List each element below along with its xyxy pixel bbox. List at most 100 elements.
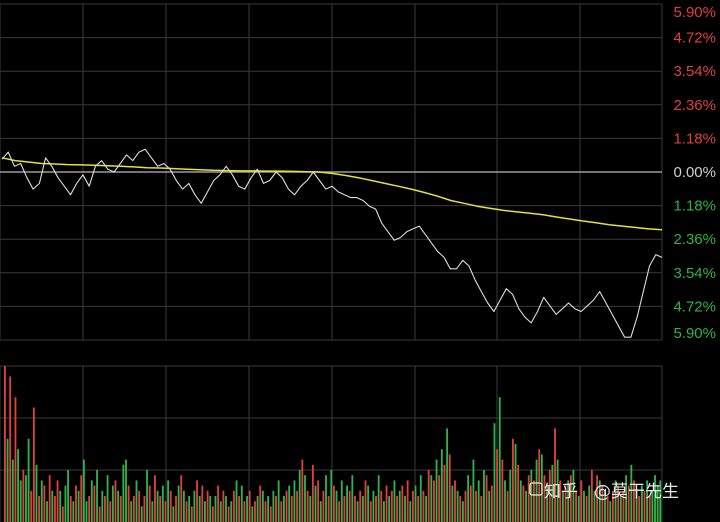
volume-bar xyxy=(561,490,564,522)
volume-bar xyxy=(564,485,567,522)
volume-bar xyxy=(198,496,201,522)
volume-bar xyxy=(167,480,170,522)
volume-bar xyxy=(248,490,251,522)
average-price-line xyxy=(1,157,663,231)
volume-bar xyxy=(404,496,406,522)
volume-bar xyxy=(22,470,25,522)
volume-bar xyxy=(296,490,298,522)
volume-bar xyxy=(598,480,601,522)
volume-bar xyxy=(104,496,106,522)
volume-bar xyxy=(256,496,259,522)
volume-bar xyxy=(48,475,51,522)
volume-bar xyxy=(46,501,48,522)
volume-bar xyxy=(51,490,54,522)
volume-bar xyxy=(59,490,62,522)
volume-bar xyxy=(335,490,338,522)
volume-bar xyxy=(427,470,430,522)
volume-bar xyxy=(338,501,341,522)
y-tick-label: 4.72% xyxy=(673,298,716,315)
volume-bar xyxy=(456,490,459,522)
volume-bar xyxy=(175,496,177,522)
volume-bar xyxy=(648,496,651,522)
volume-bar xyxy=(364,480,367,522)
volume-bar xyxy=(559,480,562,522)
volume-bar xyxy=(75,485,77,522)
volume-bar xyxy=(38,496,41,522)
watermark-author: @莫干先生 xyxy=(594,482,679,502)
volume-bar xyxy=(606,496,609,522)
volume-bar xyxy=(290,496,293,522)
volume-bar xyxy=(361,496,364,522)
volume-bar xyxy=(43,485,46,522)
volume-bar xyxy=(206,490,209,522)
volume-bar xyxy=(348,490,351,522)
volume-bar xyxy=(593,490,596,522)
volume-bar xyxy=(609,501,612,522)
volume-bar xyxy=(543,475,546,522)
watermark: 知乎 @莫干先生 xyxy=(529,482,679,502)
volume-bar xyxy=(501,459,504,522)
volume-bar xyxy=(4,366,6,522)
y-tick-label: 0.00% xyxy=(673,164,716,181)
volume-bar xyxy=(154,475,156,522)
volume-bar xyxy=(356,501,359,522)
volume-bar xyxy=(459,496,462,522)
volume-bar xyxy=(227,506,230,522)
volume-bar xyxy=(238,496,241,522)
volume-bar xyxy=(6,438,9,522)
volume-bar xyxy=(17,449,19,522)
volume-bar xyxy=(132,496,135,522)
volume-bar xyxy=(98,506,101,522)
volume-bar xyxy=(9,376,12,522)
volume-bar xyxy=(438,475,441,522)
volume-bar xyxy=(533,480,535,522)
volume-bar xyxy=(138,490,141,522)
volume-bar xyxy=(169,490,172,522)
volume-bar xyxy=(264,501,267,522)
price-panel-grid xyxy=(0,3,663,341)
volume-bar xyxy=(88,496,91,522)
volume-bar xyxy=(359,490,362,522)
volume-bar xyxy=(196,480,198,522)
volume-bar xyxy=(214,496,217,522)
volume-bar xyxy=(351,475,354,522)
volume-bar xyxy=(622,490,625,522)
volume-bar xyxy=(325,475,327,522)
volume-bar xyxy=(182,490,185,522)
volume-bar xyxy=(225,496,227,522)
volume-bar xyxy=(393,480,396,522)
y-tick-label: 3.54% xyxy=(673,63,716,80)
volume-bar xyxy=(398,490,401,522)
volume-bar xyxy=(409,501,412,522)
volume-bar xyxy=(477,480,480,522)
volume-bar xyxy=(369,501,372,522)
volume-bar xyxy=(172,506,175,522)
y-tick-label: 1.18% xyxy=(673,198,716,215)
volume-bar xyxy=(498,397,501,522)
volume-bar xyxy=(485,475,488,522)
volume-bar xyxy=(235,480,238,522)
volume-bar xyxy=(551,464,554,522)
volume-bar xyxy=(451,485,454,522)
volume-bar xyxy=(340,480,343,522)
price-y-axis: 5.90% 4.72% 3.54% 2.36% 1.18% 0.00% 1.18% 2.36%… xyxy=(673,4,716,342)
volume-bar xyxy=(511,438,514,522)
volume-bar xyxy=(535,459,538,522)
volume-bar xyxy=(483,470,485,522)
volume-bar xyxy=(322,490,325,522)
volume-bar xyxy=(633,480,635,522)
volume-bar xyxy=(219,501,222,522)
volume-bar xyxy=(464,490,467,522)
volume-bar xyxy=(390,490,393,522)
volume-bar xyxy=(69,496,72,522)
zhihu-logo-shape xyxy=(529,482,543,496)
volume-bar xyxy=(14,397,17,522)
volume-bar xyxy=(604,490,606,522)
volume-bar xyxy=(659,480,662,522)
volume-bar xyxy=(414,485,417,522)
volume-bar xyxy=(93,485,96,522)
volume-bar xyxy=(343,496,346,522)
volume-bar xyxy=(611,490,614,522)
volume-bar xyxy=(435,459,438,522)
volume-bar xyxy=(572,470,575,522)
